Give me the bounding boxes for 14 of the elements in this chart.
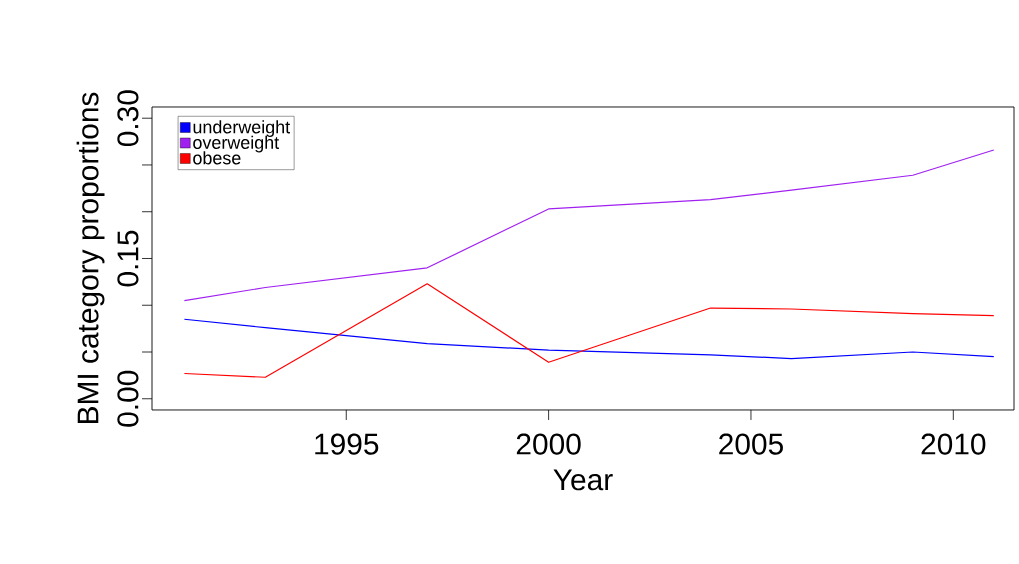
x-tick-label: 2010	[921, 433, 986, 455]
y-tick-label: 0.15	[117, 230, 139, 287]
line-series	[183, 283, 995, 378]
x-axis-title: Year	[553, 469, 613, 491]
legend-label: underweight	[193, 120, 290, 137]
x-tick-label: 2000	[516, 433, 581, 455]
line-series	[183, 318, 995, 360]
y-tick-label: 0.30	[117, 90, 139, 147]
x-tick-label: 1995	[315, 433, 379, 455]
y-tick-label: 0.00	[117, 370, 139, 427]
y-axis-title: BMI category proportions	[76, 92, 105, 423]
legend-label: overweight	[193, 135, 280, 153]
legend-label: obese	[193, 151, 241, 165]
x-tick-label: 2005	[719, 433, 783, 455]
